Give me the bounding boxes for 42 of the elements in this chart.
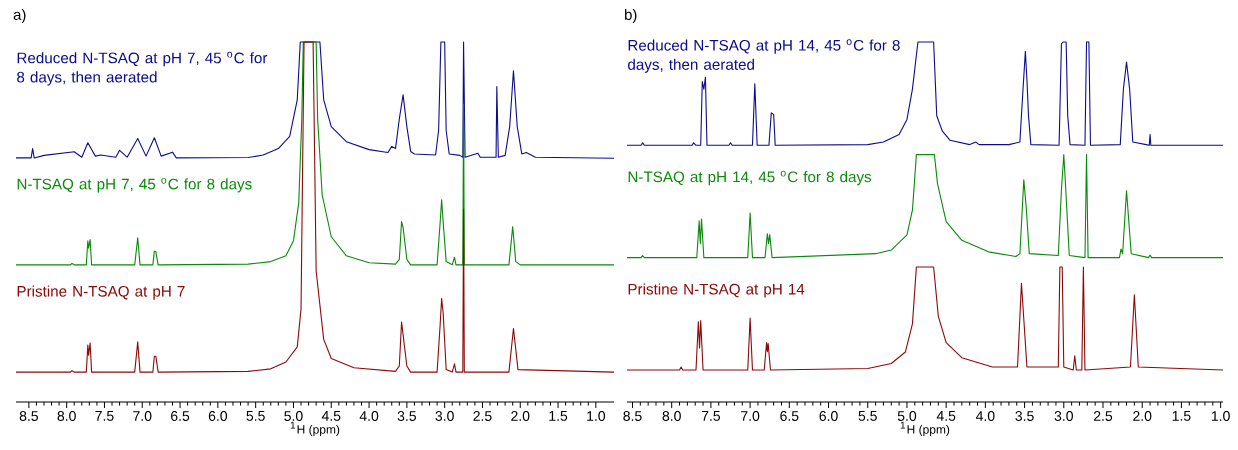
text: Reduced N-TSAQ at pH 14, 45 $^{o}$C for 8 days, then aerated (628, 39, 900, 73)
x-tick-label: 2.0 (1133, 411, 1152, 421)
x-tick-label: 7.5 (701, 411, 721, 421)
text: Pristine N-TSAQ at pH 14 (628, 283, 805, 298)
text: Pristine N-TSAQ at pH 7 (17, 285, 185, 300)
x-tick-label: 4.5 (936, 411, 956, 421)
x-tick-label: 5.5 (858, 411, 877, 421)
x-tick-label: 6.0 (819, 411, 838, 421)
text: N-TSAQ at pH 7, 45 $^{o}$C for 8 days (17, 177, 252, 193)
x-tick-label: 1.5 (549, 411, 568, 421)
chart-title: a) (13, 8, 26, 23)
x-tick-label: 4.0 (359, 411, 379, 421)
x-tick-label: 8.5 (623, 411, 642, 421)
x-tick-label: 5.0 (897, 411, 917, 421)
x-tick-label: 6.0 (208, 411, 228, 421)
x-tick-label: 8.0 (57, 411, 76, 421)
x-tick-label: 4.0 (975, 411, 995, 421)
x-tick-label: 5.5 (246, 411, 265, 421)
x-tick-label: 1.0 (587, 411, 606, 421)
x-tick-label: 3.5 (397, 411, 416, 421)
x-tick-label: 8.0 (662, 411, 681, 421)
x-tick-label: 6.5 (171, 411, 190, 421)
text: Reduced N-TSAQ at pH 7, 45 $^{o}$C for 8 days, then aerated (17, 51, 268, 86)
x-tick-label: 2.5 (1093, 411, 1113, 421)
x-tick-label: 8.5 (19, 411, 38, 421)
x-tick-label: 4.5 (321, 411, 341, 421)
x-tick-label: 3.0 (435, 411, 454, 421)
x-tick-label: 3.0 (1054, 411, 1073, 421)
x-tick-label: 7.0 (741, 411, 760, 421)
x-tick-label: 1.5 (1172, 411, 1191, 421)
x-tick-label: 2.5 (473, 411, 492, 421)
x-tick-label: 7.0 (133, 411, 152, 421)
x-axis-title: $^{1}$H (ppm) (290, 421, 340, 437)
x-tick-label: 2.0 (511, 411, 530, 421)
x-axis-title: $^{1}$H (ppm) (900, 421, 950, 437)
text: N-TSAQ at pH 14, 45 $^{o}$C for 8 days (628, 170, 872, 186)
x-tick-label: 5.0 (284, 411, 303, 421)
x-tick-label: 7.5 (95, 411, 114, 421)
chart-title: b) (625, 8, 637, 23)
x-tick-label: 3.5 (1015, 411, 1034, 421)
x-tick-label: 1.0 (1211, 411, 1230, 421)
x-tick-label: 6.5 (780, 411, 799, 421)
